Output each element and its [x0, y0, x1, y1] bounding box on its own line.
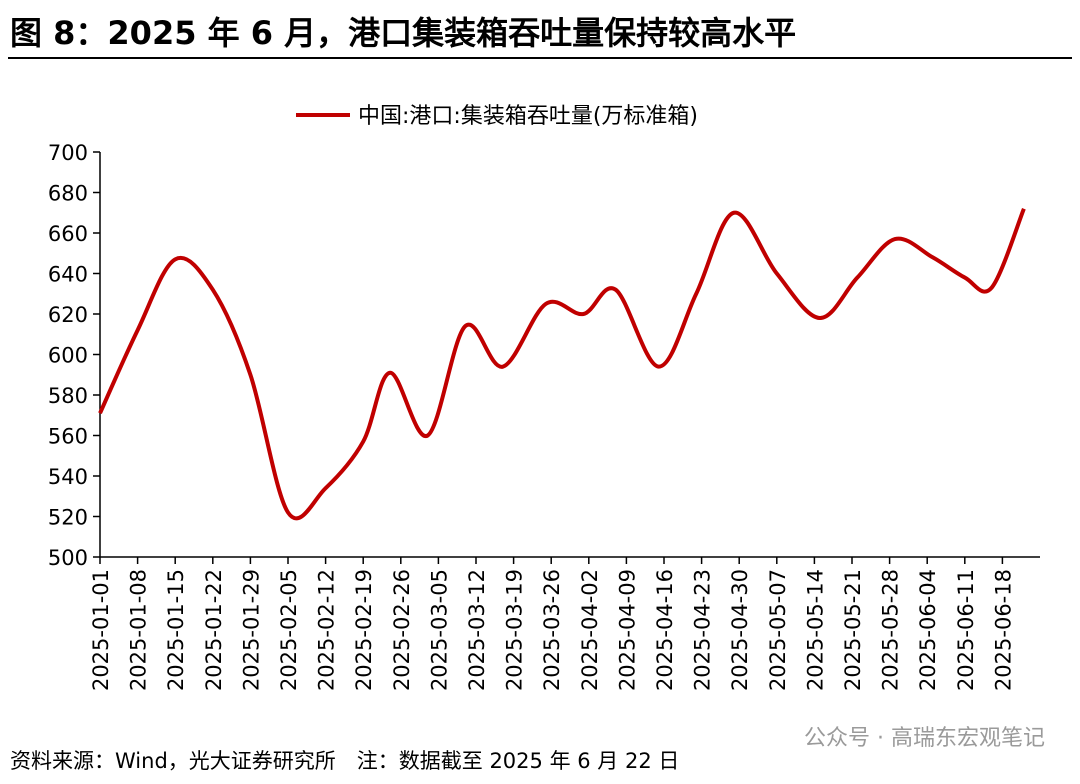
x-tick-label: 2025-04-16 [653, 569, 677, 691]
x-tick-label: 2025-01-22 [202, 569, 226, 691]
source-note: 资料来源：Wind，光大证券研究所 注：数据截至 2025 年 6 月 22 日 [10, 749, 679, 773]
y-tick-label: 560 [48, 425, 88, 449]
x-tick-label: 2025-04-09 [615, 569, 639, 691]
x-tick-label: 2025-05-21 [841, 569, 865, 691]
x-tick-label: 2025-05-14 [803, 569, 827, 691]
x-tick-label: 2025-06-11 [954, 569, 978, 691]
series-line [98, 207, 1026, 521]
x-tick-label: 2025-06-18 [991, 569, 1015, 691]
y-tick-label: 620 [48, 303, 88, 327]
x-tick-label: 2025-01-08 [127, 569, 151, 691]
x-tick-label: 2025-02-19 [352, 569, 376, 691]
x-tick-label: 2025-03-12 [465, 569, 489, 691]
y-tick-label: 580 [48, 384, 88, 408]
x-tick-label: 2025-04-02 [578, 569, 602, 691]
y-tick-label: 660 [48, 222, 88, 246]
y-tick-label: 700 [48, 141, 88, 165]
x-tick-label: 2025-05-28 [879, 569, 903, 691]
y-tick-label: 540 [48, 465, 88, 489]
x-tick-label: 2025-03-26 [540, 569, 564, 691]
y-tick-label: 640 [48, 263, 88, 287]
y-tick-label: 500 [48, 546, 88, 570]
x-tick-label: 2025-03-05 [427, 569, 451, 691]
x-tick-label: 2025-04-23 [691, 569, 715, 691]
y-tick-label: 520 [48, 506, 88, 530]
x-tick-label: 2025-03-19 [503, 569, 527, 691]
x-tick-label: 2025-01-29 [239, 569, 263, 691]
x-tick-label: 2025-01-01 [89, 569, 113, 691]
x-tick-label: 2025-01-15 [164, 569, 188, 691]
x-tick-label: 2025-06-04 [916, 569, 940, 691]
legend-label: 中国:港口:集装箱吞吐量(万标准箱) [358, 104, 698, 129]
x-tick-label: 2025-04-30 [728, 569, 752, 691]
watermark: 公众号 · 高瑞东宏观笔记 [804, 726, 1045, 751]
x-tick-label: 2025-05-07 [766, 569, 790, 691]
x-tick-label: 2025-02-12 [315, 569, 339, 691]
chart-title: 图 8：2025 年 6 月，港口集装箱吞吐量保持较高水平 [10, 14, 796, 52]
x-tick-label: 2025-02-26 [390, 569, 414, 691]
y-tick-label: 680 [48, 182, 88, 206]
y-tick-label: 600 [48, 344, 88, 368]
x-tick-label: 2025-02-05 [277, 569, 301, 691]
